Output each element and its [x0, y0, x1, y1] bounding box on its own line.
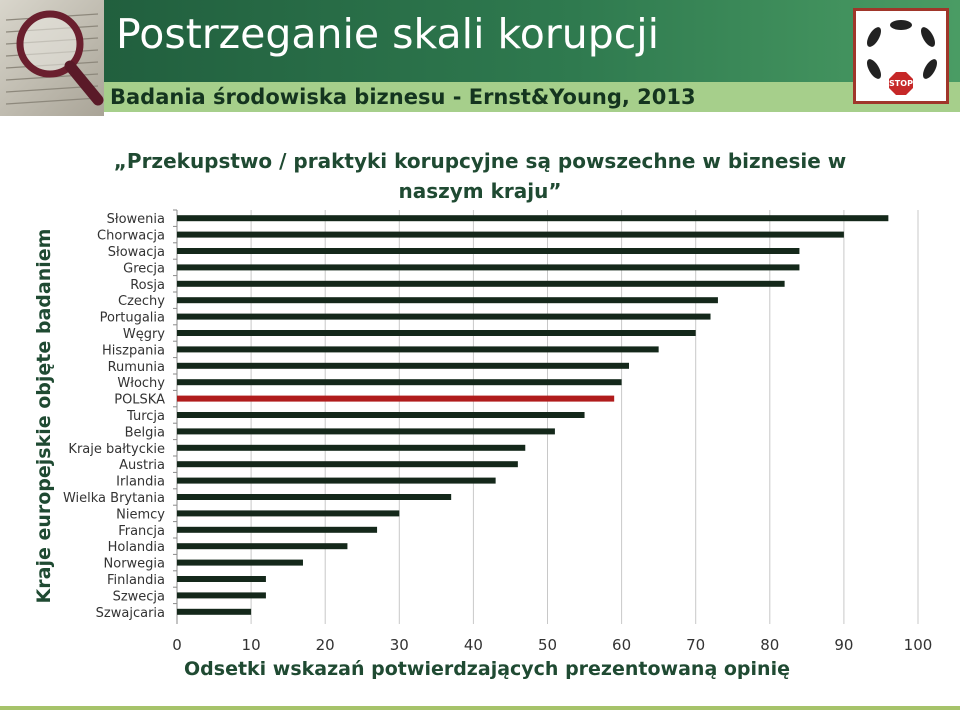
category-label: Rosja — [130, 278, 165, 293]
bar-15 — [177, 461, 518, 468]
magnifier-newspaper-photo — [0, 0, 104, 116]
bar-10 — [177, 379, 622, 386]
x-axis-title: Odsetki wskazań potwierdzających prezent… — [184, 658, 790, 680]
fish-circle-stop-logo: STOP — [853, 8, 949, 104]
bar-13 — [177, 428, 555, 435]
chart-title-line-2: naszym kraju” — [398, 179, 562, 203]
category-label: Belgia — [125, 425, 165, 440]
bar-22 — [177, 576, 266, 582]
page-subtitle: Badania środowiska biznesu - Ernst&Young… — [110, 85, 696, 109]
bottom-rule — [0, 706, 960, 710]
bar-8 — [177, 346, 659, 353]
logo-stop-text: STOP — [889, 79, 913, 88]
bar-24 — [177, 608, 252, 615]
category-label: Słowenia — [107, 212, 165, 227]
bar-1 — [177, 231, 844, 238]
subtitle-bar — [104, 82, 960, 112]
x-tick-label: 40 — [464, 636, 483, 654]
bar-11 — [177, 395, 615, 402]
category-label: Włochy — [117, 376, 165, 391]
bar-7 — [177, 330, 696, 336]
category-label: Francja — [118, 524, 165, 539]
y-axis-title: Kraje europejskie objęte badaniem — [33, 229, 55, 604]
bar-2 — [177, 248, 800, 254]
category-label: Austria — [119, 458, 165, 473]
bar-14 — [177, 444, 526, 451]
category-label: Czechy — [118, 294, 165, 309]
bar-23 — [177, 592, 266, 599]
bar-3 — [177, 264, 800, 271]
category-label: Portugalia — [100, 311, 165, 326]
chart-title: „Przekupstwo / praktyki korupcyjne są po… — [100, 146, 860, 206]
page-title: Postrzeganie skali korupcji — [116, 10, 660, 58]
category-label: Wielka Brytania — [63, 491, 165, 506]
title-banner — [104, 0, 960, 82]
category-label: Hiszpania — [102, 343, 165, 358]
slide-header: Postrzeganie skali korupcji Badania środ… — [0, 0, 960, 116]
category-label: Holandia — [108, 540, 165, 555]
x-tick-label: 100 — [904, 636, 933, 654]
category-label: Szwecja — [113, 589, 165, 604]
bar-4 — [177, 280, 785, 287]
category-label: Węgry — [123, 327, 165, 342]
category-label: POLSKA — [114, 393, 165, 408]
bar-19 — [177, 526, 378, 533]
bar-17 — [177, 494, 452, 500]
x-tick-label: 0 — [172, 636, 182, 654]
x-tick-label: 50 — [538, 636, 557, 654]
category-label: Irlandia — [116, 475, 165, 490]
x-tick-label: 60 — [612, 636, 631, 654]
bar-20 — [177, 543, 348, 550]
x-tick-label: 70 — [686, 636, 705, 654]
x-tick-label: 30 — [390, 636, 409, 654]
category-label: Finlandia — [107, 573, 165, 588]
category-label: Turcja — [126, 409, 165, 424]
bar-5 — [177, 297, 718, 304]
category-label: Grecja — [123, 261, 165, 276]
x-tick-label: 10 — [242, 636, 261, 654]
x-tick-label: 80 — [760, 636, 779, 654]
bar-6 — [177, 313, 711, 320]
bar-12 — [177, 412, 585, 418]
chart-bars — [177, 215, 889, 615]
category-label: Rumunia — [108, 360, 165, 375]
bar-21 — [177, 559, 303, 566]
category-label: Chorwacja — [97, 229, 165, 244]
bar-16 — [177, 477, 496, 484]
chart-title-line-1: „Przekupstwo / praktyki korupcyjne są po… — [113, 149, 847, 173]
x-tick-label: 20 — [316, 636, 335, 654]
bar-0 — [177, 215, 889, 222]
x-tick-labels: 0 10 20 30 40 50 60 70 80 90 100 — [172, 636, 932, 654]
bar-9 — [177, 362, 630, 369]
category-label: Szwajcaria — [96, 606, 165, 621]
category-label: Słowacja — [108, 245, 165, 260]
category-label: Kraje bałtyckie — [68, 442, 165, 457]
bar-18 — [177, 510, 400, 517]
x-tick-label: 90 — [834, 636, 853, 654]
category-label: Niemcy — [116, 507, 165, 522]
category-label: Norwegia — [104, 557, 165, 572]
